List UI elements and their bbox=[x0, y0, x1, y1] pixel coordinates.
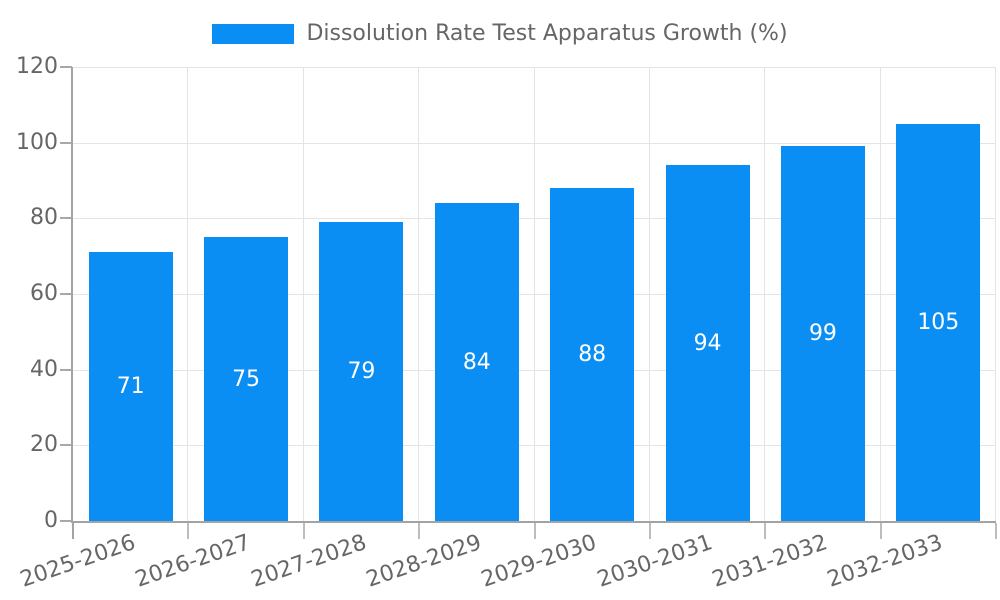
x-gridline bbox=[879, 67, 881, 521]
y-gridline bbox=[73, 218, 996, 220]
chart-legend: Dissolution Rate Test Apparatus Growth (… bbox=[0, 21, 1000, 47]
bar[interactable]: 105 bbox=[896, 123, 981, 521]
x-gridline bbox=[187, 67, 189, 521]
x-tick-mark bbox=[302, 523, 305, 539]
y-tick-mark bbox=[60, 293, 72, 295]
y-tick-label: 80 bbox=[30, 205, 58, 231]
legend-swatch bbox=[212, 24, 295, 44]
x-tick-label: 2032-2033 bbox=[824, 530, 947, 593]
bar-value-label: 71 bbox=[116, 374, 145, 400]
y-tick-label: 0 bbox=[44, 508, 58, 533]
bar[interactable]: 71 bbox=[88, 252, 173, 521]
x-gridline bbox=[764, 67, 766, 521]
y-tick-mark bbox=[60, 520, 72, 522]
x-tick-label: 2026-2027 bbox=[132, 530, 254, 593]
legend-item[interactable]: Dissolution Rate Test Apparatus Growth (… bbox=[212, 21, 788, 47]
x-tick-mark bbox=[648, 523, 651, 539]
y-tick-mark bbox=[60, 368, 72, 371]
bar-value-label: 75 bbox=[232, 366, 261, 392]
y-tick-mark bbox=[60, 217, 72, 220]
x-tick-label: 2030-2031 bbox=[593, 530, 716, 593]
bar-value-label: 79 bbox=[347, 359, 376, 385]
bar[interactable]: 88 bbox=[550, 188, 635, 521]
x-tick-label: 2027-2028 bbox=[247, 530, 370, 593]
y-gridline bbox=[73, 294, 996, 295]
y-gridline bbox=[73, 445, 996, 447]
bar-value-label: 105 bbox=[917, 309, 960, 335]
y-gridline bbox=[73, 369, 996, 371]
x-tick-label: 2029-2030 bbox=[478, 530, 601, 593]
y-tick-label: 20 bbox=[30, 432, 58, 458]
x-tick-label: 2028-2029 bbox=[363, 530, 485, 593]
x-tick-label: 2031-2032 bbox=[709, 530, 831, 593]
bar[interactable]: 79 bbox=[319, 222, 404, 521]
bar[interactable]: 75 bbox=[204, 237, 289, 521]
y-gridline bbox=[73, 142, 996, 144]
y-tick-mark bbox=[60, 66, 72, 68]
x-tick-mark bbox=[187, 523, 190, 539]
y-gridline bbox=[73, 67, 996, 68]
x-tick-mark bbox=[533, 523, 536, 539]
y-tick-label: 60 bbox=[30, 281, 58, 306]
x-gridline bbox=[302, 67, 304, 521]
bar[interactable]: 99 bbox=[780, 146, 865, 521]
x-tick-mark bbox=[72, 523, 74, 539]
x-gridline bbox=[418, 67, 420, 521]
x-tick-mark bbox=[879, 523, 882, 539]
x-gridline bbox=[533, 67, 535, 521]
plot-area: 71 75 79 84 88 94 99 105 bbox=[71, 67, 996, 523]
y-tick-label: 40 bbox=[30, 356, 58, 382]
bar[interactable]: 94 bbox=[665, 165, 750, 521]
y-tick-label: 100 bbox=[16, 129, 58, 155]
x-tick-mark bbox=[764, 523, 767, 539]
bar-value-label: 99 bbox=[808, 321, 837, 347]
y-tick-mark bbox=[60, 444, 72, 447]
bar-value-label: 94 bbox=[693, 330, 722, 356]
x-tick-label: 2025-2026 bbox=[16, 530, 139, 593]
y-tick-mark bbox=[60, 141, 72, 144]
bar-value-label: 84 bbox=[462, 349, 491, 375]
x-tick-mark bbox=[418, 523, 421, 539]
bar-value-label: 88 bbox=[578, 342, 607, 368]
x-gridline bbox=[648, 67, 650, 521]
y-tick-label: 120 bbox=[16, 54, 58, 79]
x-gridline bbox=[995, 67, 996, 521]
bar[interactable]: 84 bbox=[434, 203, 519, 521]
x-tick-mark bbox=[995, 523, 997, 539]
legend-label: Dissolution Rate Test Apparatus Growth (… bbox=[306, 21, 788, 46]
